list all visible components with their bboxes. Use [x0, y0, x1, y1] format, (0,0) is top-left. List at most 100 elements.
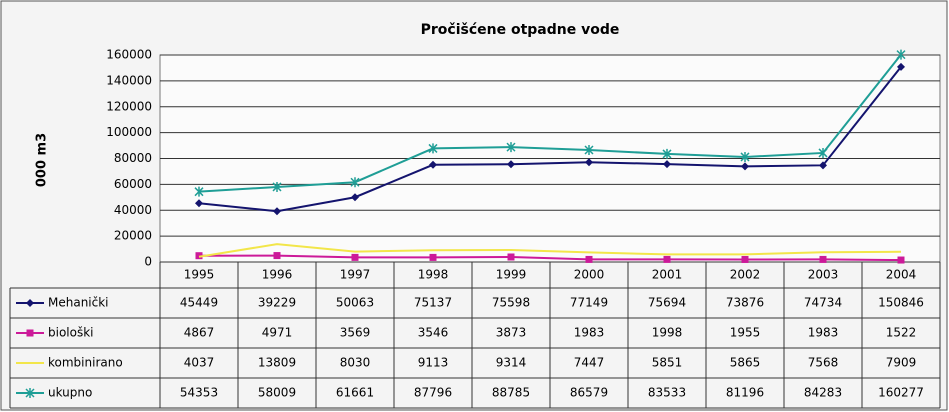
table-cell: 7447 [574, 356, 605, 370]
point [429, 253, 437, 261]
table-cell: 75137 [414, 296, 452, 310]
legend-label: kombinirano [48, 356, 123, 370]
table-cell: 86579 [570, 386, 608, 400]
y-tick-label: 120000 [106, 99, 152, 113]
point [507, 160, 515, 169]
table-cell: 61661 [336, 386, 374, 400]
y-tick-label: 80000 [114, 151, 152, 165]
point [273, 252, 281, 260]
point [272, 181, 282, 192]
table-cell: 4867 [184, 326, 215, 340]
table-cell: 73876 [726, 296, 764, 310]
point [896, 49, 906, 60]
table-cell: 7909 [886, 356, 917, 370]
legend-marker [25, 388, 35, 398]
point [195, 252, 203, 260]
table-cell: 54353 [180, 386, 218, 400]
table-cell: 83533 [648, 386, 686, 400]
point [897, 256, 905, 264]
series-line [198, 66, 902, 213]
x-tick-label: 2002 [730, 268, 761, 282]
y-tick-label: 160000 [106, 48, 152, 62]
x-tick-label: 1998 [418, 268, 449, 282]
point [273, 207, 281, 216]
table-cell: 9113 [418, 356, 449, 370]
table-cell: 81196 [726, 386, 764, 400]
table-cell: 5865 [730, 356, 761, 370]
y-axis-label: 000 m3 [35, 133, 50, 187]
table-cell: 75598 [492, 296, 530, 310]
series-line [198, 243, 902, 258]
table-cell: 4971 [262, 326, 293, 340]
y-tick-label: 40000 [114, 203, 152, 217]
legend-label: biološki [48, 326, 94, 340]
point [819, 255, 827, 263]
chart-title: Pročišćene otpadne vode [421, 22, 620, 38]
x-tick-label: 2001 [652, 268, 683, 282]
x-tick-label: 1995 [184, 268, 215, 282]
point [897, 62, 905, 71]
table-cell: 77149 [570, 296, 608, 310]
table-cell: 75694 [648, 296, 686, 310]
point [585, 158, 593, 167]
table-cell: 50063 [336, 296, 374, 310]
point [428, 143, 438, 154]
table-cell: 88785 [492, 386, 530, 400]
point [818, 147, 828, 158]
table-cell: 1983 [574, 326, 605, 340]
table-cell: 87796 [414, 386, 452, 400]
table-cell: 7568 [808, 356, 839, 370]
point [350, 177, 360, 188]
point [195, 199, 203, 208]
table-cell: 9314 [496, 356, 527, 370]
table-cell: 74734 [804, 296, 842, 310]
x-tick-label: 2003 [808, 268, 839, 282]
point [662, 148, 672, 159]
point [585, 255, 593, 263]
point [584, 144, 594, 155]
table-cell: 3569 [340, 326, 371, 340]
series-line [198, 254, 902, 262]
x-tick-label: 2004 [886, 268, 917, 282]
table-cell: 1983 [808, 326, 839, 340]
point [740, 151, 750, 162]
y-tick-label: 0 [144, 255, 152, 269]
table-cell: 45449 [180, 296, 218, 310]
legend-label: ukupno [48, 386, 92, 400]
table-cell: 58009 [258, 386, 296, 400]
table-cell: 3546 [418, 326, 449, 340]
point [741, 162, 749, 171]
table-cell: 84283 [804, 386, 842, 400]
table-cell: 5851 [652, 356, 683, 370]
legend-marker [26, 329, 34, 337]
table-cell: 8030 [340, 356, 371, 370]
x-tick-label: 1997 [340, 268, 371, 282]
table-cell: 1998 [652, 326, 683, 340]
point [506, 142, 516, 153]
point [663, 160, 671, 169]
table-cell: 3873 [496, 326, 527, 340]
y-tick-label: 100000 [106, 125, 152, 139]
legend-label: Mehanički [48, 296, 109, 310]
series-line [198, 54, 902, 193]
point [819, 161, 827, 170]
y-tick-label: 20000 [114, 229, 152, 243]
point [194, 186, 204, 197]
point [351, 253, 359, 261]
table-cell: 150846 [878, 296, 924, 310]
x-tick-label: 1996 [262, 268, 293, 282]
point [663, 255, 671, 263]
table-cell: 1522 [886, 326, 917, 340]
table-cell: 4037 [184, 356, 215, 370]
x-tick-label: 1999 [496, 268, 527, 282]
y-tick-label: 140000 [106, 73, 152, 87]
point [429, 160, 437, 169]
y-tick-label: 60000 [114, 177, 152, 191]
table-cell: 13809 [258, 356, 296, 370]
point [741, 255, 749, 263]
point [351, 193, 359, 202]
table-cell: 160277 [878, 386, 924, 400]
x-tick-label: 2000 [574, 268, 605, 282]
table-cell: 39229 [258, 296, 296, 310]
